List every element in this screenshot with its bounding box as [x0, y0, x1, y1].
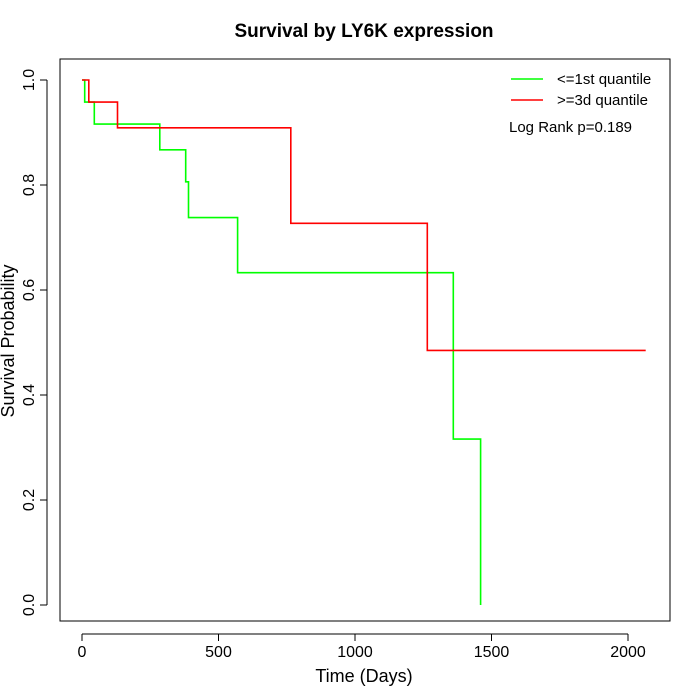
y-axis-label: Survival Probability [0, 264, 18, 417]
series-line-0 [82, 79, 482, 605]
y-tick-label: 0.0 [21, 594, 38, 616]
x-tick-label: 2000 [610, 644, 646, 661]
x-tick-label: 1500 [474, 644, 510, 661]
legend-label: <=1st quantile [557, 71, 651, 88]
legend: <=1st quantile >=3d quantile [511, 71, 651, 109]
plot-area-frame [59, 58, 671, 622]
x-tick-label: 500 [205, 644, 232, 661]
axes: 0 500 1000 1500 2000 0.0 0.2 0.4 0.6 0.8 1.0 [21, 69, 646, 661]
x-tick-label: 1000 [337, 644, 373, 661]
y-tick-label: 0.4 [21, 384, 38, 406]
series-line-1 [82, 79, 646, 352]
series-group [82, 79, 646, 605]
x-tick-label: 0 [78, 644, 87, 661]
chart-title: Survival by LY6K expression [234, 21, 493, 42]
x-axis-label: Time (Days) [315, 666, 412, 686]
y-tick-label: 0.2 [21, 489, 38, 511]
y-tick-label: 0.6 [21, 279, 38, 301]
y-tick-label: 0.8 [21, 174, 38, 196]
log-rank-annotation: Log Rank p=0.189 [509, 119, 632, 136]
legend-label: >=3d quantile [557, 92, 648, 109]
y-tick-label: 1.0 [21, 69, 38, 91]
